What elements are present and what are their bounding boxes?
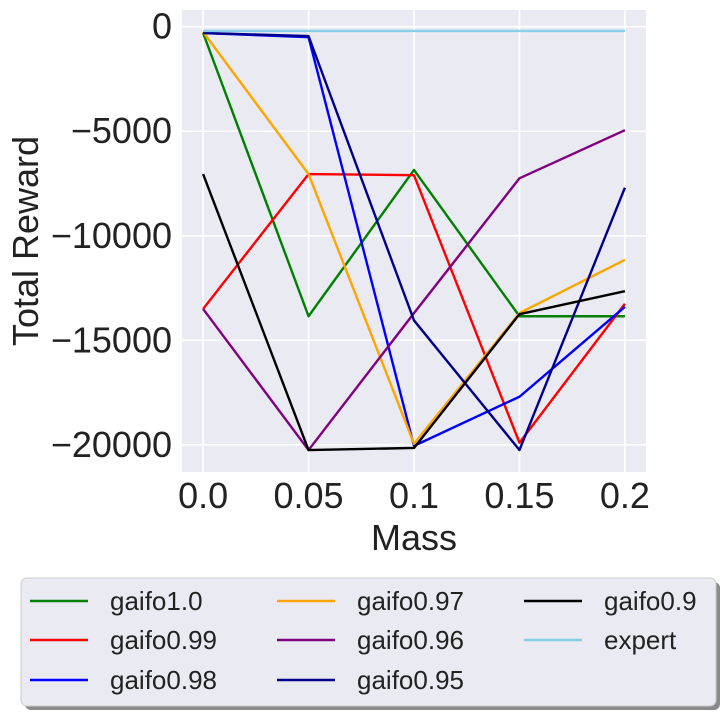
series-line-gaifo1.0 (201, 32, 625, 318)
x-tick-label: 0.0 (178, 475, 228, 516)
y-tick-label: −10000 (51, 215, 172, 256)
legend-label-expert: expert (604, 625, 677, 655)
x-tick-label: 0.1 (389, 475, 439, 516)
x-tick-label: 0.15 (484, 475, 554, 516)
x-tick-labels: 0.0 0.05 0.1 0.15 0.2 (178, 475, 650, 516)
x-axis-title: Mass (371, 517, 457, 558)
series-line-gaifo0.9 (201, 173, 626, 452)
legend-label-gaifo1.0: gaifo1.0 (110, 586, 203, 616)
y-tick-label: −15000 (51, 319, 172, 360)
x-tick-label: 0.2 (600, 475, 650, 516)
series-line-gaifo0.97 (202, 31, 626, 445)
legend-label-gaifo0.97: gaifo0.97 (357, 586, 464, 616)
legend-box (20, 577, 717, 707)
legend-label-gaifo0.95: gaifo0.95 (357, 665, 464, 695)
legend-label-gaifo0.9: gaifo0.9 (604, 586, 697, 616)
y-tick-label: 0 (152, 6, 172, 47)
y-tick-label: −5000 (71, 110, 172, 151)
legend-label-gaifo0.99: gaifo0.99 (110, 625, 217, 655)
legend: gaifo1.0 gaifo0.99 gaifo0.98 gaifo0.97 gaifo… (20, 577, 720, 710)
series-line-gaifo0.99 (202, 172, 626, 444)
x-tick-label: 0.05 (274, 475, 344, 516)
y-tick-label: −20000 (51, 424, 172, 465)
y-axis-title: Total Reward (5, 136, 46, 346)
series-line-gaifo0.96 (202, 129, 626, 452)
y-tick-labels: 0 −5000 −10000 −15000 −20000 (51, 6, 172, 465)
legend-label-gaifo0.98: gaifo0.98 (110, 665, 217, 695)
series-lines (201, 29, 627, 452)
legend-label-gaifo0.96: gaifo0.96 (357, 625, 464, 655)
series-line-gaifo0.95 (203, 31, 627, 452)
legend-entries: gaifo1.0 gaifo0.99 gaifo0.98 gaifo0.97 gaifo… (30, 586, 697, 695)
